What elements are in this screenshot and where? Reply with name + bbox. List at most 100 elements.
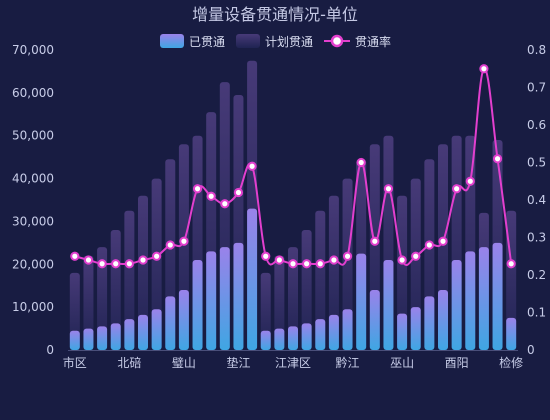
bar-plan[interactable]	[124, 210, 135, 350]
legend-item-done[interactable]: 已贯通	[160, 34, 225, 49]
bar-done[interactable]	[151, 309, 162, 350]
bar-done[interactable]	[410, 307, 421, 350]
bar-plan[interactable]	[288, 247, 298, 350]
bar-done[interactable]	[233, 242, 244, 350]
rate-point[interactable]	[111, 259, 121, 269]
bar-plan[interactable]	[97, 247, 108, 350]
bar-plan[interactable]	[274, 255, 285, 350]
bar-done[interactable]	[369, 290, 380, 350]
bar-plan[interactable]	[397, 195, 408, 350]
rate-point[interactable]	[288, 259, 298, 269]
rate-point[interactable]	[397, 255, 407, 265]
y-right-tick-label: 0	[527, 343, 535, 357]
x-tick-label: 江津区	[275, 356, 311, 370]
bar-done[interactable]	[356, 253, 367, 350]
legend-item-plan[interactable]: 计划贯通	[236, 34, 313, 49]
bar-done[interactable]	[69, 330, 80, 350]
bar-done[interactable]	[192, 260, 203, 350]
bar-done[interactable]	[206, 251, 217, 350]
bar-plan[interactable]	[410, 178, 421, 350]
bar-done[interactable]	[424, 296, 435, 350]
rate-point[interactable]	[315, 259, 325, 269]
rate-point[interactable]	[70, 251, 80, 261]
rate-point[interactable]	[479, 64, 489, 74]
bar-done[interactable]	[492, 242, 503, 350]
rate-point[interactable]	[152, 251, 162, 261]
y-left-tick-label: 50,000	[12, 129, 54, 143]
rate-point[interactable]	[97, 259, 107, 269]
legend-swatch-rate-marker	[330, 34, 344, 48]
rate-point[interactable]	[342, 251, 353, 261]
rate-point[interactable]	[492, 154, 503, 164]
rate-point[interactable]	[411, 251, 421, 261]
bar-done[interactable]	[274, 328, 285, 350]
legend-item-rate[interactable]: 贯通率	[324, 34, 391, 49]
bar-plan[interactable]	[328, 195, 339, 350]
bar-plan[interactable]	[138, 195, 148, 350]
legend-label-rate: 贯通率	[355, 34, 391, 49]
rate-line	[70, 64, 516, 269]
bar-done[interactable]	[397, 313, 408, 350]
rate-point[interactable]	[506, 259, 516, 269]
y-left-tick-label: 70,000	[12, 43, 54, 57]
rate-point[interactable]	[329, 255, 339, 265]
bar-done[interactable]	[124, 319, 135, 350]
bar-plan[interactable]	[151, 178, 162, 350]
bar-done[interactable]	[328, 314, 339, 350]
bar-done[interactable]	[247, 208, 258, 350]
rate-point[interactable]	[233, 187, 244, 198]
bar-done[interactable]	[342, 309, 353, 350]
rate-point[interactable]	[424, 240, 434, 250]
bar-done[interactable]	[465, 251, 476, 350]
y-left-tick-label: 20,000	[12, 257, 54, 271]
x-tick-label: 黔江	[336, 355, 360, 370]
bar-done[interactable]	[219, 247, 230, 350]
bar-plan[interactable]	[342, 178, 353, 350]
rate-point[interactable]	[83, 255, 94, 265]
rate-point[interactable]	[261, 251, 271, 261]
bar-plan[interactable]	[260, 272, 271, 350]
rate-point[interactable]	[165, 240, 175, 250]
bar-done[interactable]	[288, 326, 298, 350]
bar-plan[interactable]	[315, 210, 326, 350]
y-right-tick-label: 0.5	[527, 156, 546, 170]
x-tick-label: 酉阳	[445, 356, 469, 370]
bar-done[interactable]	[451, 260, 462, 350]
rate-point[interactable]	[465, 176, 475, 186]
bar-done[interactable]	[97, 326, 108, 350]
legend: 已贯通 计划贯通 贯通率	[160, 34, 391, 49]
rate-point[interactable]	[356, 157, 366, 168]
bar-done[interactable]	[110, 323, 121, 350]
y-right-tick-label: 0.6	[527, 118, 546, 132]
rate-point[interactable]	[138, 255, 148, 265]
bar-done[interactable]	[165, 296, 176, 350]
bar-done[interactable]	[315, 319, 326, 350]
x-axis: 市区 北碚 璧山 垫江 江津区 黔江 巫山 酉阳 检修	[63, 350, 523, 370]
rate-point[interactable]	[247, 161, 257, 171]
rate-point[interactable]	[452, 184, 462, 194]
bar-done[interactable]	[301, 323, 312, 350]
rate-point[interactable]	[206, 191, 216, 201]
bar-done[interactable]	[138, 314, 148, 350]
rate-point[interactable]	[179, 236, 189, 246]
rate-point[interactable]	[274, 255, 284, 265]
bar-done[interactable]	[83, 328, 94, 350]
bar-done[interactable]	[478, 247, 489, 350]
chart-title: 增量设备贯通情况-单位	[192, 5, 358, 24]
rate-point[interactable]	[383, 184, 394, 194]
rate-point[interactable]	[438, 236, 448, 246]
y-right-tick-label: 0.4	[527, 193, 546, 207]
bar-done[interactable]	[260, 330, 271, 350]
bar-done[interactable]	[506, 317, 517, 350]
rate-point[interactable]	[220, 199, 230, 209]
bar-plan[interactable]	[83, 255, 94, 350]
rate-point[interactable]	[124, 259, 134, 269]
bar-done[interactable]	[383, 260, 394, 350]
rate-point[interactable]	[192, 184, 203, 194]
bar-done[interactable]	[438, 290, 448, 350]
rate-point[interactable]	[370, 236, 380, 246]
bar-plan[interactable]	[69, 272, 80, 350]
bar-done[interactable]	[178, 290, 189, 350]
rate-point[interactable]	[302, 259, 312, 269]
